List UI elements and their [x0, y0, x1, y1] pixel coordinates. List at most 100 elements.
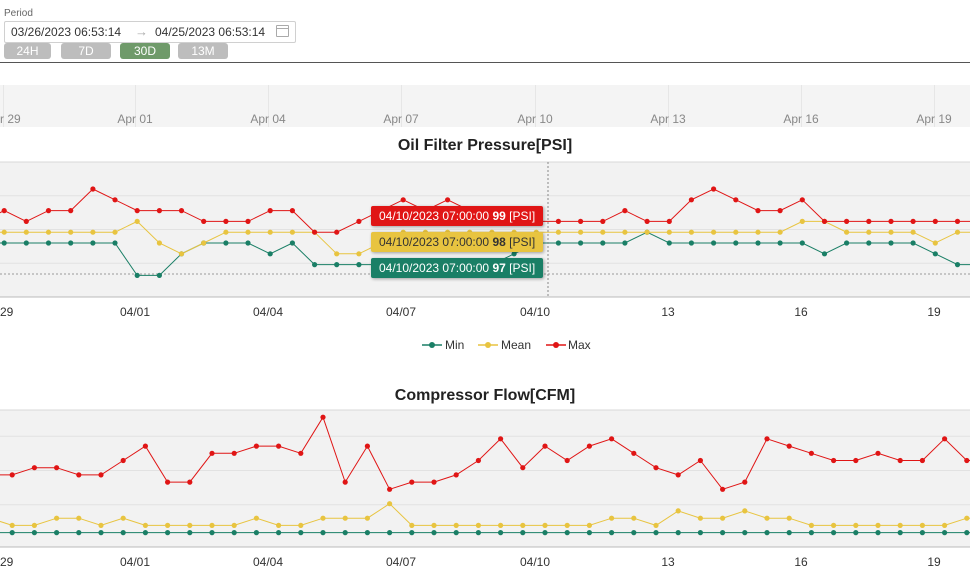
period-end-input[interactable]: 04/25/2023 06:53:14: [155, 25, 266, 39]
x-tick-label: 13: [661, 305, 675, 319]
chart2-max-point: [564, 457, 570, 464]
chart1-min-point: [245, 240, 251, 246]
chart2-mean-point: [520, 522, 526, 529]
chart2-max-point: [875, 450, 881, 456]
legend-item-max[interactable]: Max: [568, 338, 591, 352]
chart2-min-point: [742, 530, 748, 536]
chart2-min-point: [76, 530, 82, 536]
chart2-min-point: [897, 530, 903, 536]
calendar-icon[interactable]: [276, 25, 289, 37]
chart2-min-point: [764, 530, 770, 536]
chart1-min-point: [622, 240, 628, 246]
range-button-24h[interactable]: 24H: [4, 43, 51, 59]
range-button-30d[interactable]: 30D: [120, 43, 170, 59]
chart2-min-point: [209, 530, 215, 536]
chart2-mean-point: [475, 522, 481, 529]
chart2-mean-point: [231, 522, 237, 529]
chart1-mean-point: [932, 240, 938, 246]
chart1-min-point: [90, 240, 96, 246]
chart1-max-point: [223, 218, 229, 224]
range-button-7d[interactable]: 7D: [61, 43, 111, 59]
period-range-picker[interactable]: 03/26/2023 06:53:14 → 04/25/2023 06:53:1…: [4, 21, 296, 43]
chart1-max-point: [201, 218, 207, 224]
chart1-max-point: [644, 218, 650, 224]
x-tick-label: 29: [0, 555, 14, 569]
chart2-max-point: [586, 443, 593, 449]
legend-item-min[interactable]: Min: [445, 338, 465, 352]
chart2-mean-point: [276, 522, 282, 529]
chart2-min-point: [9, 530, 15, 536]
chart2-max-point: [631, 450, 637, 456]
chart1-mean-point: [555, 229, 562, 235]
navigator-tick-label: Apr 13: [650, 112, 686, 126]
chart2-max-point: [76, 472, 82, 478]
tooltip-max: 04/10/2023 07:00:00 99 [PSI]: [371, 206, 544, 226]
chart1-mean-point: [45, 229, 52, 235]
x-tick-label: 04/04: [253, 555, 283, 569]
chart1-mean-point: [90, 229, 96, 235]
chart1-max-point: [666, 218, 672, 224]
chart1-mean-point: [600, 229, 606, 235]
chart2-mean-point: [187, 522, 193, 529]
chart2-max-point: [808, 450, 815, 456]
chart1-min-point: [555, 240, 562, 246]
x-tick-label: 04/07: [386, 555, 416, 569]
chart1-mean-point: [777, 229, 783, 235]
chart1-min-point: [755, 240, 761, 246]
chart1-min-point: [112, 240, 118, 246]
chart2-min-point: [431, 530, 437, 536]
chart2-mean-point: [919, 522, 926, 529]
x-tick-label: 13: [661, 555, 675, 569]
chart1-min-point: [68, 240, 74, 246]
chart2-min-point: [631, 530, 637, 536]
chart2-max-point: [231, 450, 237, 456]
chart2-mean-point: [431, 522, 437, 529]
chart1-min-point: [289, 240, 295, 246]
chart1-max-point: [400, 197, 406, 203]
chart1-max-point: [866, 218, 872, 224]
legend-item-mean[interactable]: Mean: [501, 338, 532, 352]
chart2-min-point: [387, 530, 393, 536]
period-start-input[interactable]: 03/26/2023 06:53:14: [11, 25, 122, 39]
chart2-max-point: [253, 443, 259, 449]
chart1-max-point: [622, 208, 628, 214]
chart1-min-point: [866, 240, 872, 246]
chart1-min-point: [733, 240, 739, 246]
chart2-min-point: [942, 530, 948, 536]
chart2-min-point: [564, 530, 570, 536]
navigator-grid-line: [934, 85, 935, 127]
range-button-13m[interactable]: 13M: [178, 43, 228, 59]
chart1-min-point: [777, 240, 783, 246]
chart2-mean-point: [675, 508, 681, 514]
chart1-mean-point: [711, 229, 717, 235]
chart1-max-point: [245, 218, 251, 224]
tooltip-max-unit: [PSI]: [509, 209, 536, 223]
chart2-mean-point: [631, 515, 637, 521]
chart1-max-point: [888, 218, 894, 224]
chart2-max-point: [165, 479, 171, 485]
chart2-max-point: [919, 457, 926, 464]
chart1-max-point: [289, 208, 295, 214]
navigator-grid-line: [401, 85, 402, 127]
chart1-max-point: [755, 208, 761, 214]
navigator-tick-label: Apr 01: [117, 112, 153, 126]
chart1-max-point: [178, 208, 185, 214]
chart1-max-point: [600, 218, 606, 224]
chart1-min-point: [334, 262, 340, 268]
chart1-min-point: [45, 240, 52, 246]
chart2-mean-point: [253, 515, 259, 521]
chart2-mean-point: [165, 522, 171, 529]
navigator-tick-label: Apr 07: [383, 112, 419, 126]
tooltip-min-value: 97: [492, 261, 506, 275]
navigator-band[interactable]: [0, 85, 970, 127]
chart2-mean-point: [564, 522, 570, 529]
chart2-max-point: [609, 436, 615, 442]
legend-min-marker-icon: [429, 342, 435, 348]
chart1-max-point: [844, 218, 850, 224]
chart1-max-point: [932, 218, 938, 224]
chart1-min-point: [666, 240, 672, 246]
chart2-max-point: [31, 465, 37, 471]
chart2-max-point: [786, 443, 792, 449]
chart1-max-point: [334, 229, 340, 235]
